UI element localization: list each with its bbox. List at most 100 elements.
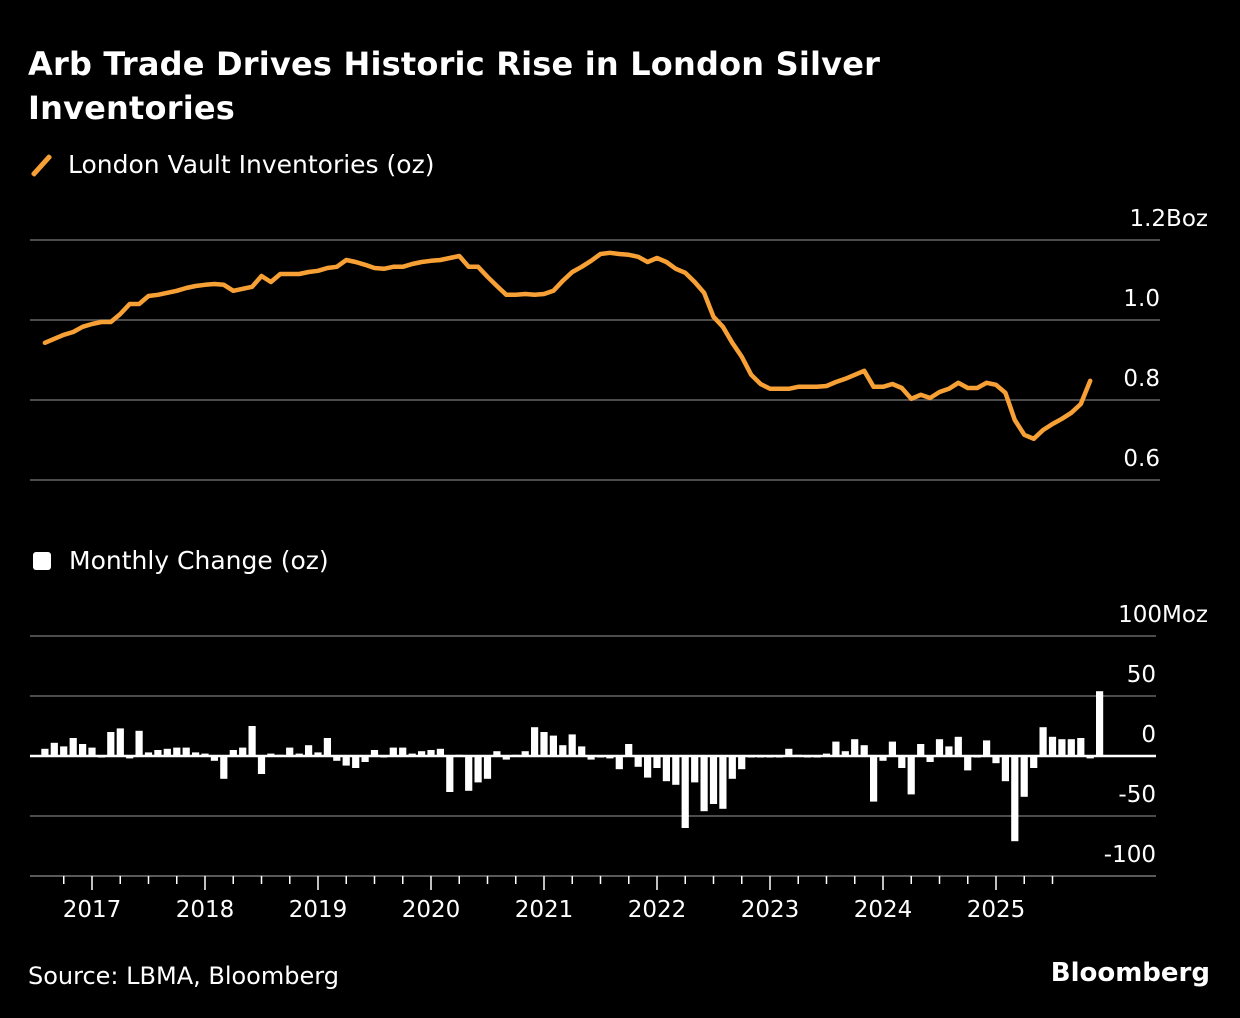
monthly-change-bar	[1077, 738, 1085, 756]
inventories-y-tick-label: 1.2Boz	[1129, 206, 1208, 232]
monthly-change-bar	[719, 756, 727, 809]
monthly-change-bar	[662, 756, 670, 782]
inventories-y-tick-label: 1.0	[1123, 286, 1160, 312]
monthly-change-bar	[540, 732, 548, 756]
monthly-change-bar	[709, 756, 718, 804]
monthly-change-bar	[691, 756, 699, 783]
monthly-change-bar	[352, 756, 360, 768]
monthly-change-bar	[898, 756, 906, 768]
monthly-change-bar	[257, 756, 266, 774]
monthly-change-bar	[248, 726, 256, 756]
monthly-change-bar	[1020, 756, 1028, 797]
monthly-change-bar	[502, 756, 510, 760]
monthly-change-bar	[926, 756, 934, 762]
monthly-change-bar	[399, 747, 407, 756]
square-swatch-icon	[33, 551, 51, 570]
monthly-change-y-tick-label: 100Moz	[1118, 602, 1208, 628]
monthly-change-bar	[418, 751, 426, 756]
legend-inventories: London Vault Inventories (oz)	[30, 150, 434, 179]
monthly-change-bar	[1030, 756, 1038, 768]
monthly-change-bar	[1011, 756, 1019, 842]
x-axis-year-label: 2020	[402, 897, 461, 923]
monthly-change-bar	[305, 745, 313, 756]
monthly-change-bar	[389, 747, 397, 756]
monthly-change-bar	[107, 732, 115, 756]
monthly-change-bar	[1039, 727, 1047, 756]
monthly-change-y-tick-label: -100	[1104, 842, 1156, 868]
monthly-change-bar	[531, 727, 539, 756]
monthly-change-bar	[173, 747, 181, 756]
monthly-change-y-tick-label: 50	[1127, 662, 1156, 688]
x-axis-year-label: 2021	[515, 897, 574, 923]
monthly-change-bar	[41, 748, 49, 756]
monthly-change-bar	[728, 756, 736, 779]
monthly-change-bar	[954, 736, 962, 756]
monthly-change-bar	[832, 741, 840, 756]
monthly-change-bar	[549, 735, 557, 756]
monthly-change-y-tick-label: -50	[1118, 782, 1156, 808]
inventories-y-tick-label: 0.8	[1123, 366, 1160, 392]
monthly-change-bar	[672, 756, 680, 785]
monthly-change-bar	[154, 750, 162, 756]
monthly-change-bar	[50, 742, 58, 756]
monthly-change-bar	[465, 756, 473, 791]
monthly-change-bar	[860, 745, 868, 756]
monthly-change-bar	[634, 756, 642, 767]
monthly-change-bar	[144, 752, 153, 756]
monthly-change-y-axis: 100Moz 50 0 -50 -100	[1104, 602, 1208, 868]
monthly-change-bar	[370, 750, 379, 756]
monthly-change-bar	[474, 756, 482, 783]
monthly-change-bar	[163, 748, 171, 756]
monthly-change-bar	[69, 738, 77, 756]
inventories-gridlines	[30, 239, 1160, 481]
monthly-change-bar	[116, 728, 124, 756]
monthly-change-bar	[964, 756, 972, 771]
x-axis-year-label: 2018	[176, 897, 235, 923]
monthly-change-bar	[493, 751, 501, 756]
monthly-change-bar	[210, 756, 218, 761]
x-axis-year-label: 2025	[967, 897, 1026, 923]
x-axis-year-label: 2017	[63, 897, 122, 923]
monthly-change-bar	[559, 745, 567, 756]
monthly-change-bar	[521, 751, 529, 756]
monthly-change-bar	[135, 730, 143, 756]
inventories-line	[42, 250, 1093, 442]
monthly-change-bar	[60, 746, 68, 756]
monthly-change-bar	[653, 756, 661, 768]
monthly-change-bar	[879, 756, 887, 761]
legend-monthly-change: Monthly Change (oz)	[30, 546, 329, 575]
x-axis: 2017 2018 2019 2020 2021 2022 2023 2024 2025	[30, 875, 1156, 923]
monthly-change-bar	[568, 734, 576, 756]
monthly-change-y-tick-label: 0	[1141, 722, 1156, 748]
monthly-change-bar	[587, 756, 595, 760]
monthly-change-bar	[446, 756, 454, 792]
chart-title: Arb Trade Drives Historic Rise in London…	[28, 45, 881, 127]
monthly-change-bar	[427, 750, 435, 756]
monthly-change-bar	[907, 756, 915, 795]
x-axis-year-label: 2023	[741, 897, 800, 923]
monthly-change-bar	[79, 744, 87, 756]
x-axis-year-label: 2022	[628, 897, 687, 923]
monthly-change-bar	[483, 756, 492, 779]
monthly-change-bars	[41, 691, 1104, 842]
x-axis-year-label: 2024	[854, 897, 913, 923]
monthly-change-bar	[945, 746, 953, 756]
monthly-change-bar	[1048, 736, 1057, 756]
monthly-change-bar	[578, 746, 586, 756]
monthly-change-bar	[1096, 691, 1104, 756]
monthly-change-bar	[436, 748, 444, 756]
monthly-change-bar	[1001, 756, 1009, 782]
monthly-change-bar	[192, 752, 200, 756]
monthly-change-bar	[917, 744, 925, 756]
monthly-change-bar	[286, 747, 294, 756]
source-note: Source: LBMA, Bloomberg	[28, 962, 339, 990]
monthly-change-bar	[935, 739, 944, 756]
monthly-change-bar	[239, 747, 247, 756]
monthly-change-bar	[870, 756, 878, 802]
monthly-change-bar	[1058, 739, 1066, 756]
monthly-change-bar	[888, 741, 896, 756]
monthly-change-bar	[851, 739, 859, 756]
legend-inventories-label: London Vault Inventories (oz)	[68, 150, 435, 179]
monthly-change-bar	[644, 756, 652, 778]
